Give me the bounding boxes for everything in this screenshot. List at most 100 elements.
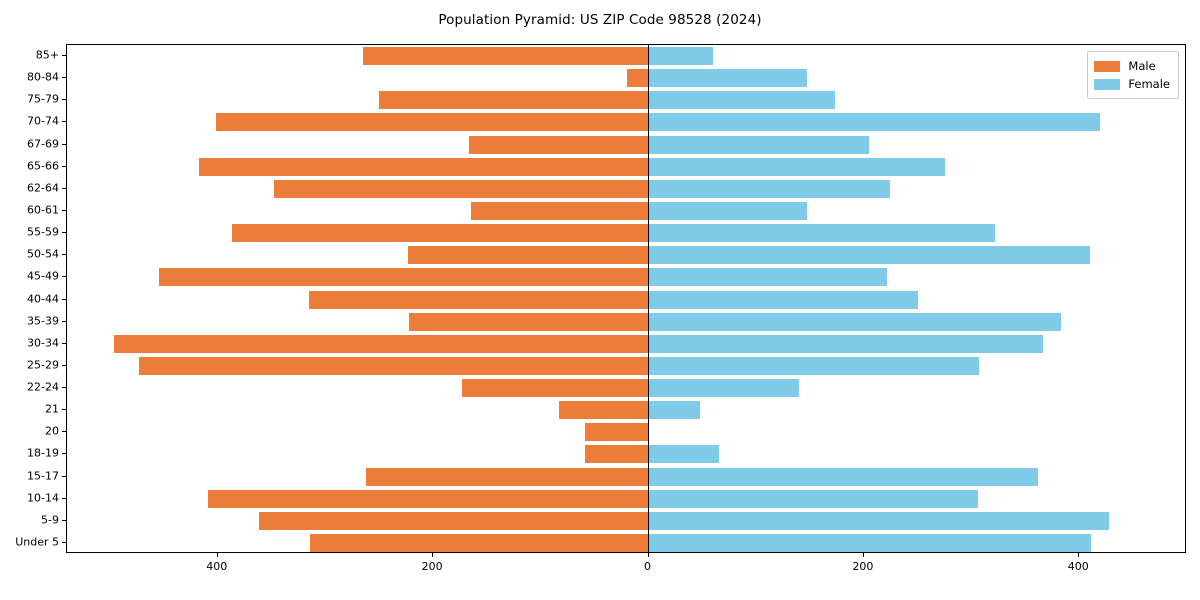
y-axis-tick-mark: [62, 497, 66, 499]
y-axis-tick-label: 75-79: [27, 92, 59, 106]
y-axis-tick-mark: [62, 143, 66, 145]
y-axis-tick-mark: [62, 409, 66, 411]
x-axis-tick-label: 200: [421, 560, 443, 573]
bar-male: [258, 511, 649, 530]
bar-female: [648, 268, 887, 287]
y-axis-tick-mark: [62, 431, 66, 433]
bar-female: [648, 356, 980, 375]
y-axis-tick-label: 62-64: [27, 181, 59, 195]
bar-female: [648, 69, 807, 88]
bar-male: [468, 135, 649, 154]
bar-female: [648, 201, 807, 220]
y-axis-tick-mark: [62, 387, 66, 389]
y-axis-tick-mark: [62, 77, 66, 79]
y-axis-tick-label: 70-74: [27, 114, 59, 128]
chart-legend: Male Female: [1087, 51, 1179, 99]
bar-male: [409, 312, 649, 331]
x-axis-tick-mark: [216, 553, 218, 557]
y-axis-tick-label: 15-17: [27, 469, 59, 483]
bar-male: [470, 201, 649, 220]
y-axis-tick-mark: [62, 165, 66, 167]
y-axis-tick-mark: [62, 99, 66, 101]
y-axis-tick-label: 18-19: [27, 446, 59, 460]
y-axis-tick-mark: [62, 187, 66, 189]
y-axis-tick-label: 55-59: [27, 225, 59, 239]
x-axis-tick-label: 200: [852, 560, 874, 573]
legend-label: Male: [1128, 59, 1156, 73]
chart-title: Population Pyramid: US ZIP Code 98528 (2…: [438, 12, 762, 28]
y-axis-tick-label: 30-34: [27, 336, 59, 350]
bar-male: [585, 445, 649, 464]
bar-male: [366, 467, 649, 486]
bar-male: [273, 179, 649, 198]
bar-female: [648, 246, 1091, 265]
bar-female: [648, 489, 979, 508]
bar-male: [408, 246, 649, 265]
y-axis-tick-mark: [62, 121, 66, 123]
y-axis-tick-mark: [62, 254, 66, 256]
plot-area: Male Female: [66, 44, 1186, 553]
bar-female: [648, 224, 996, 243]
legend-swatch: [1094, 78, 1121, 90]
bar-male: [363, 47, 649, 66]
bar-male: [379, 91, 649, 110]
bar-male: [585, 423, 649, 442]
bar-male: [139, 356, 649, 375]
bar-female: [648, 91, 835, 110]
bar-female: [648, 467, 1039, 486]
y-axis-tick-label: 85+: [35, 48, 59, 62]
bar-male: [309, 290, 649, 309]
y-axis-tick-label: 65-66: [27, 159, 59, 173]
y-axis-tick-label: 20: [45, 424, 59, 438]
x-axis-tick-label: 400: [1067, 560, 1089, 573]
bar-male: [158, 268, 649, 287]
x-axis-tick-mark: [432, 553, 434, 557]
legend-label: Female: [1128, 77, 1170, 91]
bar-male: [462, 379, 649, 398]
y-axis-tick-mark: [62, 475, 66, 477]
y-axis-tick-mark: [62, 276, 66, 278]
y-axis-tick-label: 50-54: [27, 247, 59, 261]
bar-female: [648, 135, 870, 154]
y-axis-tick-label: 45-49: [27, 269, 59, 283]
y-axis-tick-label: 22-24: [27, 380, 59, 394]
y-axis-tick-label: 10-14: [27, 491, 59, 505]
bar-female: [648, 290, 918, 309]
y-axis-tick-mark: [62, 364, 66, 366]
x-axis-tick-mark: [647, 553, 649, 557]
y-axis-tick-mark: [62, 298, 66, 300]
bar-female: [648, 179, 890, 198]
x-axis-tick-mark: [862, 553, 864, 557]
bar-female: [648, 113, 1100, 132]
y-axis-tick-label: 40-44: [27, 292, 59, 305]
x-axis-tick-label: 0: [644, 560, 652, 573]
y-axis-tick-label: 80-84: [27, 70, 59, 84]
y-axis-tick-mark: [62, 342, 66, 344]
legend-item[interactable]: Female: [1094, 75, 1170, 93]
x-axis-tick-label: 400: [206, 560, 228, 573]
bar-male: [627, 69, 649, 88]
bar-female: [648, 511, 1110, 530]
y-axis-tick-label: 67-69: [27, 137, 59, 151]
bar-female: [648, 312, 1061, 331]
y-axis-tick-mark: [62, 232, 66, 234]
bar-male: [231, 224, 649, 243]
bar-female: [648, 401, 701, 420]
bar-male: [199, 157, 649, 176]
bar-male: [559, 401, 649, 420]
x-axis-tick-mark: [1078, 553, 1080, 557]
bar-female: [648, 533, 1092, 552]
y-axis-tick-mark: [62, 453, 66, 455]
y-axis-tick-label: 60-61: [27, 203, 59, 217]
bars-layer: [67, 45, 1185, 552]
y-axis-tick-mark: [62, 541, 66, 543]
y-axis-tick-mark: [62, 209, 66, 211]
bar-female: [648, 47, 714, 66]
y-axis-tick-label: 35-39: [27, 314, 59, 328]
bar-female: [648, 334, 1043, 353]
y-axis-tick-label: Under 5: [15, 535, 59, 549]
y-axis-tick-label: 25-29: [27, 358, 59, 372]
bar-male: [114, 334, 649, 353]
bar-female: [648, 379, 800, 398]
legend-item[interactable]: Male: [1094, 57, 1170, 75]
